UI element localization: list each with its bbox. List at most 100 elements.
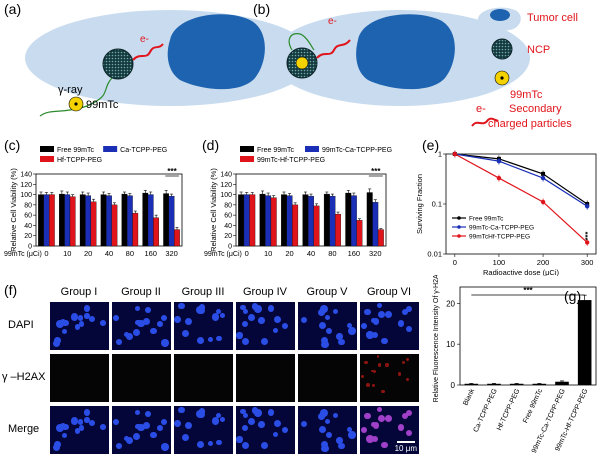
nucleus: [125, 436, 134, 445]
group-label: Group VI: [366, 286, 412, 298]
y-tick-label: 80: [224, 202, 232, 209]
series-line: [454, 153, 588, 205]
bar: [372, 202, 379, 247]
nucleus: [116, 339, 122, 345]
nucleus: [207, 336, 214, 343]
micrograph: [298, 354, 357, 402]
nucleus: [236, 332, 243, 339]
nucleus: [52, 339, 61, 348]
bar: [281, 194, 287, 247]
nucleus: [381, 337, 388, 345]
y-tick-label: 0.01: [427, 250, 442, 259]
x-tick-label: Free 99mTc: [522, 387, 544, 424]
legend-isotope: 99mTc: [510, 89, 543, 101]
nucleus: [160, 314, 168, 322]
nucleus: [324, 314, 330, 320]
nucleus: [272, 431, 279, 438]
nucleus: [145, 411, 151, 418]
legend-swatch: [240, 146, 254, 152]
panel-label: (g): [564, 288, 581, 304]
nucleus: [142, 422, 151, 430]
y-tick-label: 0: [28, 244, 32, 251]
nucleus: [216, 335, 222, 342]
series-line: [454, 153, 588, 207]
bar: [121, 193, 128, 247]
nucleus: [100, 423, 106, 430]
nucleus: [332, 412, 339, 419]
nucleus: [216, 308, 222, 314]
bar: [90, 201, 97, 247]
nucleus: [137, 319, 145, 328]
data-point: [452, 151, 458, 157]
bar: [323, 193, 330, 247]
nucleus: [372, 422, 380, 429]
nucleus: [197, 336, 205, 344]
nucleus: [326, 328, 333, 335]
significance-mark: ***: [523, 286, 533, 295]
chart-g: (g) 0 10 20 Relative Fluorescence Intensity …: [433, 275, 597, 454]
panel-a-label: (a): [4, 1, 21, 17]
legend-marker: [457, 225, 461, 229]
nucleus: [405, 410, 413, 417]
panel-f-label: (f): [4, 282, 18, 298]
nucleus: [251, 303, 259, 310]
nucleus: [142, 318, 151, 326]
nucleus: [236, 436, 243, 443]
nucleus: [326, 432, 333, 439]
nucleus: [381, 389, 385, 394]
nucleus: [406, 377, 410, 382]
bar: [59, 193, 65, 247]
x-tick-label: 40: [105, 249, 113, 258]
nucleus: [59, 422, 67, 430]
legend-entry: Ca-TCPP-PEG: [120, 147, 167, 154]
group-label: Group IV: [242, 286, 288, 298]
nucleus: [161, 443, 169, 451]
nucleus: [261, 338, 269, 346]
bar: [126, 195, 133, 247]
legend-entry: Hf-TCPP-PEG: [57, 157, 102, 164]
y-tick-label: 40: [24, 223, 32, 230]
group-label: Group II: [121, 286, 161, 298]
nucleus: [145, 307, 151, 314]
y-tick-label: 140: [20, 172, 32, 179]
micrograph: [112, 302, 171, 350]
nucleus: [78, 425, 85, 431]
tumor-nucleus-a: [167, 14, 265, 90]
legend-marker: [457, 234, 461, 238]
nucleus: [317, 309, 325, 317]
nucleus: [364, 412, 371, 419]
legend-electron-track: [471, 117, 499, 127]
nucleus: [346, 322, 353, 328]
nucleus: [402, 361, 406, 365]
bar: [270, 197, 277, 247]
bar: [100, 194, 107, 247]
nucleus: [174, 420, 182, 428]
nucleus: [371, 317, 377, 323]
electron-track-a: [132, 43, 164, 61]
gamma-ray-track: [39, 77, 113, 117]
nucleus: [181, 330, 189, 338]
nucleus: [133, 433, 140, 441]
bar: [85, 195, 92, 247]
x-tick-label: 40: [307, 249, 315, 258]
plot-frame: [459, 286, 597, 386]
nucleus: [272, 327, 279, 334]
y-axis-label: Surviving Fraction: [415, 174, 424, 234]
nucleus: [137, 423, 145, 432]
bar: [313, 205, 320, 247]
micrograph: [112, 354, 171, 402]
nucleus: [52, 443, 61, 452]
y-tick-label: 0: [451, 381, 456, 390]
nucleus: [150, 431, 157, 439]
significance-mark: ***: [371, 167, 381, 176]
data-point: [540, 175, 546, 181]
row-label: γ –H2AX: [2, 371, 46, 383]
nucleus: [332, 308, 339, 315]
nucleus: [211, 312, 220, 321]
nucleus: [397, 320, 405, 327]
x-tick-label: 0: [44, 249, 48, 258]
nucleus: [211, 416, 220, 425]
bar: [79, 194, 86, 247]
nucleus: [197, 440, 205, 448]
